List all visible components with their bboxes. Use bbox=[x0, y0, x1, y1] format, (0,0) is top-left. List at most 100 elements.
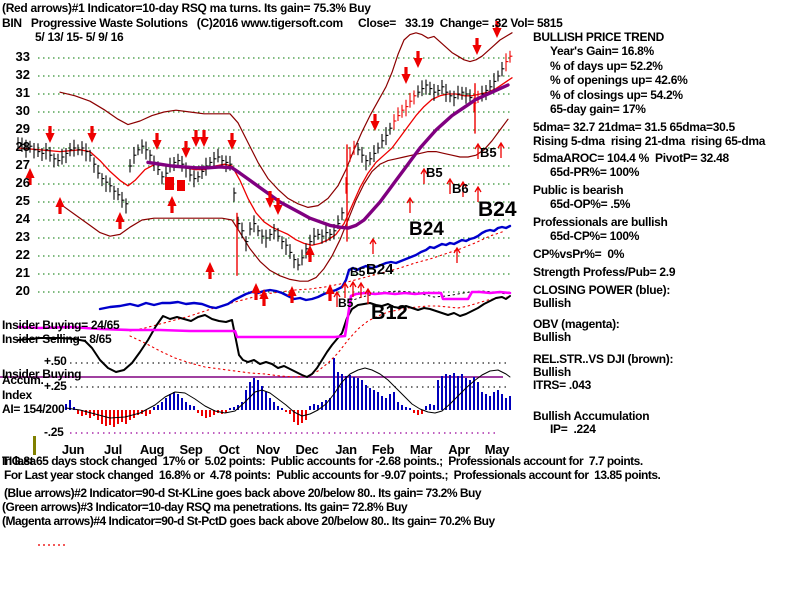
right-panel-line: Rising 5-dma rising 21-dma rising 65-dma bbox=[533, 134, 766, 148]
right-panel-line: Bullish bbox=[533, 330, 571, 344]
indicator1-note: (Red arrows)#1 Indicator=10-day RSQ ma t… bbox=[2, 1, 371, 15]
price-axis-label: 33 bbox=[15, 49, 30, 64]
month-axis-label: Dec bbox=[295, 442, 319, 457]
right-panel-line: 65d-CP%= 100% bbox=[550, 229, 640, 243]
sell-arrow-down bbox=[273, 198, 283, 215]
left-scale-label: -.25 bbox=[44, 425, 64, 439]
footer-line: (Green arrows)#3 Indicator=10-day RSQ ma… bbox=[2, 500, 408, 514]
signal-label: B24 bbox=[478, 198, 517, 221]
buy-arrow-up bbox=[305, 245, 315, 262]
signal-label: B5 bbox=[480, 145, 497, 160]
insider-tick bbox=[33, 436, 36, 455]
month-axis-label: Sep bbox=[179, 442, 203, 457]
right-panel-line: OBV (magenta): bbox=[533, 317, 620, 331]
signal-label: B24 bbox=[409, 219, 444, 240]
month-axis-label: Feb bbox=[371, 442, 395, 457]
right-panel-line: 65d-PR%= 100% bbox=[550, 165, 640, 179]
signal-label: B5 bbox=[338, 296, 354, 310]
right-panel-line: CP%vsPr%= 0% bbox=[533, 247, 625, 261]
buy-arrow-up bbox=[205, 262, 215, 279]
left-scale-label: Accum. bbox=[2, 373, 44, 387]
price-axis-label: 32 bbox=[15, 67, 30, 82]
right-panel-line: REL.STR..VS DJI (brown): bbox=[533, 352, 674, 366]
price-axis-label: 23 bbox=[15, 229, 30, 244]
price-axis-label: 26 bbox=[15, 175, 30, 190]
left-scale-label: AI= 154/200 bbox=[2, 402, 65, 416]
right-panel-line: Bullish bbox=[533, 296, 571, 310]
black-dotted-line bbox=[349, 290, 507, 302]
footer-line: (Magenta arrows)#4 Indicator=90-d St-Pct… bbox=[2, 514, 495, 528]
signal-label: B24 bbox=[366, 261, 394, 278]
buy-arrow-up bbox=[251, 283, 261, 300]
thin-buy-arrow-up bbox=[364, 287, 372, 304]
sell-arrow-down bbox=[472, 38, 482, 55]
thin-buy-arrow-up bbox=[333, 290, 341, 307]
left-scale-label: Index bbox=[2, 388, 32, 402]
sell-arrow-down bbox=[199, 130, 209, 147]
thin-buy-arrow-up bbox=[369, 237, 377, 254]
right-panel-line: ITRS= .043 bbox=[533, 378, 592, 392]
buy-arrow-up bbox=[25, 168, 35, 185]
obv-line bbox=[16, 290, 512, 339]
red-signal-block bbox=[165, 177, 174, 190]
right-panel-line: 65d-OP%= .5% bbox=[550, 197, 631, 211]
buy-arrow-up bbox=[55, 197, 65, 214]
thin-buy-arrow-up bbox=[349, 280, 357, 297]
signal-label: B12 bbox=[371, 302, 408, 324]
accum-signal-line bbox=[65, 367, 511, 419]
right-panel-line: % of days up= 52.2% bbox=[550, 59, 663, 73]
price-axis-label: 21 bbox=[15, 265, 30, 280]
thin-buy-arrow-up bbox=[341, 281, 349, 298]
month-axis-label: May bbox=[484, 442, 510, 457]
price-axis-label: 29 bbox=[15, 121, 30, 136]
buy-arrow-up bbox=[325, 284, 335, 301]
sell-arrow-down bbox=[413, 51, 423, 68]
month-axis-label: Apr bbox=[448, 442, 470, 457]
sell-arrow-down bbox=[227, 133, 237, 150]
signal-label: B6 bbox=[452, 181, 469, 196]
ticker-line: BIN Progressive Waste Solutions (C)2016 … bbox=[2, 16, 563, 30]
thin-buy-arrow-up bbox=[420, 167, 428, 184]
relstr-line bbox=[17, 295, 511, 378]
thin-buy-arrow-up bbox=[446, 177, 454, 194]
sell-arrow-down bbox=[87, 126, 97, 143]
month-axis-label: Jul bbox=[104, 442, 122, 457]
purple-ma-line bbox=[146, 83, 510, 230]
price-axis-label: 20 bbox=[15, 283, 30, 298]
right-panel-line: % of closings up= 54.2% bbox=[550, 88, 683, 102]
right-panel-line: Professionals are bullish bbox=[533, 215, 668, 229]
thin-buy-arrow-up bbox=[357, 281, 365, 298]
lower-band-line bbox=[59, 118, 509, 282]
thin-buy-arrow-up bbox=[474, 185, 482, 202]
right-panel-line: Bullish bbox=[533, 365, 571, 379]
right-panel-line: 5dmaAROC= 104.4 % PivotP= 32.48 bbox=[533, 151, 729, 165]
thin-buy-arrow-up bbox=[406, 196, 414, 213]
sell-arrow-down bbox=[370, 114, 380, 131]
signal-label: B5 bbox=[426, 165, 443, 180]
sell-arrow-down bbox=[492, 21, 502, 38]
footer-line: (Blue arrows)#2 Indicator=90-d St-KLine … bbox=[4, 486, 482, 500]
right-panel-line: 65-day gain= 17% bbox=[550, 102, 646, 116]
signal-label: B5 bbox=[350, 265, 366, 279]
right-panel-line: BULLISH PRICE TREND bbox=[533, 30, 664, 44]
red-ma-line bbox=[17, 77, 513, 246]
left-scale-label: Insider Buying= 24/65 bbox=[2, 318, 120, 332]
right-panel-line: IP= .224 bbox=[550, 422, 596, 436]
month-axis-label: Mar bbox=[409, 442, 433, 457]
month-axis-label: Oct bbox=[218, 442, 240, 457]
price-axis-label: 22 bbox=[15, 247, 30, 262]
price-axis-label: 24 bbox=[15, 211, 30, 226]
upper-band-line bbox=[59, 32, 513, 208]
price-axis-label: 25 bbox=[15, 193, 30, 208]
sell-arrow-down bbox=[181, 141, 191, 158]
right-panel-line: % of openings up= 42.6% bbox=[550, 73, 688, 87]
thin-buy-arrow-up bbox=[474, 142, 482, 159]
footer-line: For Last year stock changed 16.8% or 4.7… bbox=[4, 468, 661, 482]
left-scale-label: Insider Selling= 8/65 bbox=[2, 332, 112, 346]
red-signal-block bbox=[177, 180, 185, 191]
month-axis-label: Aug bbox=[139, 442, 165, 457]
sell-arrow-down bbox=[191, 130, 201, 147]
footer-line: In last 65 days stock changed 17% or 5.0… bbox=[2, 454, 643, 468]
buy-arrow-up bbox=[259, 289, 269, 306]
